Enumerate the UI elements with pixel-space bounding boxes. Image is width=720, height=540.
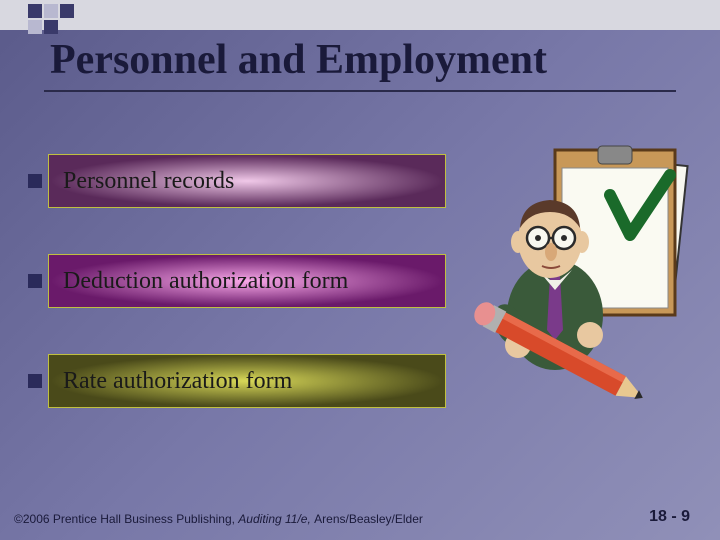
bullet-square-icon [28,174,42,188]
item-label: Rate authorization form [63,368,292,395]
slide-title: Personnel and Employment [50,36,547,84]
item-box-3: Rate authorization form [48,354,446,408]
copyright-text: ©2006 Prentice Hall Business Publishing, [14,512,238,526]
item-label: Deduction authorization form [63,268,348,295]
page-number: 18 - 9 [649,508,690,526]
item-box-2: Deduction authorization form [48,254,446,308]
item-box-1: Personnel records [48,154,446,208]
authors-text: Arens/Beasley/Elder [314,512,423,526]
item-label: Personnel records [63,168,234,195]
title-underline [44,90,676,92]
clipboard-person-icon [460,140,690,410]
book-title: Auditing 11/e, [238,512,314,526]
footer-copyright: ©2006 Prentice Hall Business Publishing,… [14,512,423,526]
decorative-squares-row2 [28,20,58,34]
bullet-square-icon [28,274,42,288]
decorative-squares-row1 [28,4,74,18]
bullet-square-icon [28,374,42,388]
header-bar [0,0,720,30]
